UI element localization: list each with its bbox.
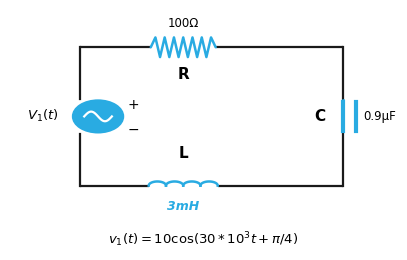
- Text: −: −: [127, 122, 139, 136]
- Text: $v_1(t) = 10\cos(30 * 10^3 t + \pi / 4)$: $v_1(t) = 10\cos(30 * 10^3 t + \pi / 4)$: [108, 231, 299, 249]
- Text: $V_1(t)$: $V_1(t)$: [26, 108, 58, 125]
- Text: 3mH: 3mH: [167, 200, 199, 213]
- Text: +: +: [127, 98, 139, 112]
- Text: 100Ω: 100Ω: [168, 17, 199, 30]
- Text: 0.9μF: 0.9μF: [363, 110, 396, 123]
- Circle shape: [73, 100, 123, 132]
- Text: L: L: [178, 146, 188, 161]
- Text: C: C: [314, 109, 325, 124]
- Text: R: R: [177, 67, 189, 82]
